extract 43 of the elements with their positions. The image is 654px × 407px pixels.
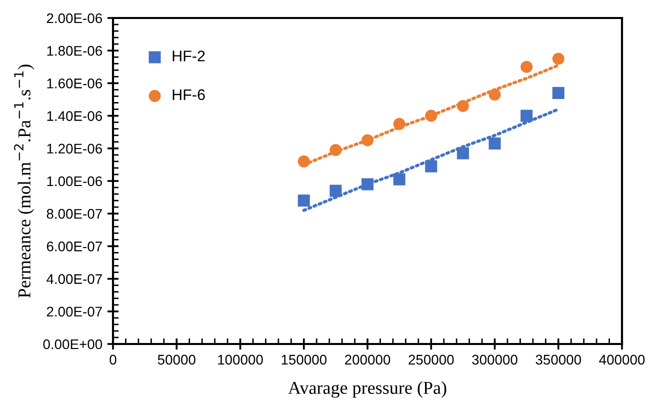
point [298, 194, 310, 207]
x-tick-label: 150000 [282, 354, 327, 365]
line-series [302, 108, 560, 212]
y-axis-title: Permeance (mol.m$^{−2}$.Pa$^{−1}$.s$^{−1}$) [14, 64, 34, 298]
legend-label: HF-6 [172, 89, 205, 100]
y-tick-label: 0.00E+00 [43, 339, 102, 350]
point [456, 100, 469, 112]
point [520, 110, 533, 122]
point [488, 88, 501, 101]
point [552, 86, 564, 99]
point [361, 134, 374, 146]
x-tick-label: 300000 [472, 354, 518, 365]
y-tick-label: 2.00E-06 [46, 13, 102, 24]
point [425, 110, 438, 122]
x-tick-label: 350000 [536, 354, 582, 365]
point [298, 155, 310, 168]
x-tick-label: 0 [110, 354, 116, 365]
point [330, 184, 342, 197]
x-axis-title: Avarage pressure (Pa) [288, 381, 446, 398]
point [425, 160, 438, 172]
point [488, 137, 501, 150]
point [361, 178, 374, 190]
y-tick-label: 1.40E-06 [47, 111, 102, 121]
x-tick-label: 200000 [345, 354, 390, 365]
x-tick-label: 400000 [599, 354, 645, 365]
point [330, 144, 342, 156]
x-tick-label: 50000 [158, 354, 196, 365]
point [520, 60, 533, 73]
y-tick-label: 1.20E-06 [47, 144, 102, 154]
y-tick-label: 6.00E-07 [46, 242, 102, 252]
point [552, 52, 564, 65]
y-tick-label: 4.00E-07 [46, 274, 102, 284]
x-tick-label: 100000 [218, 354, 263, 365]
y-tick-label: 1.00E-06 [47, 176, 102, 186]
y-tick-label: 8.00E-07 [46, 208, 102, 219]
point [393, 118, 406, 130]
y-tick-label: 2.00E-07 [46, 306, 102, 317]
x-tick-label: 250000 [408, 354, 454, 365]
y-tick-label: 1.60E-06 [47, 78, 102, 88]
y-tick-label: 1.80E-06 [47, 46, 102, 56]
point [456, 147, 469, 160]
point [393, 173, 406, 186]
legend-label: HF-2 [172, 50, 205, 62]
